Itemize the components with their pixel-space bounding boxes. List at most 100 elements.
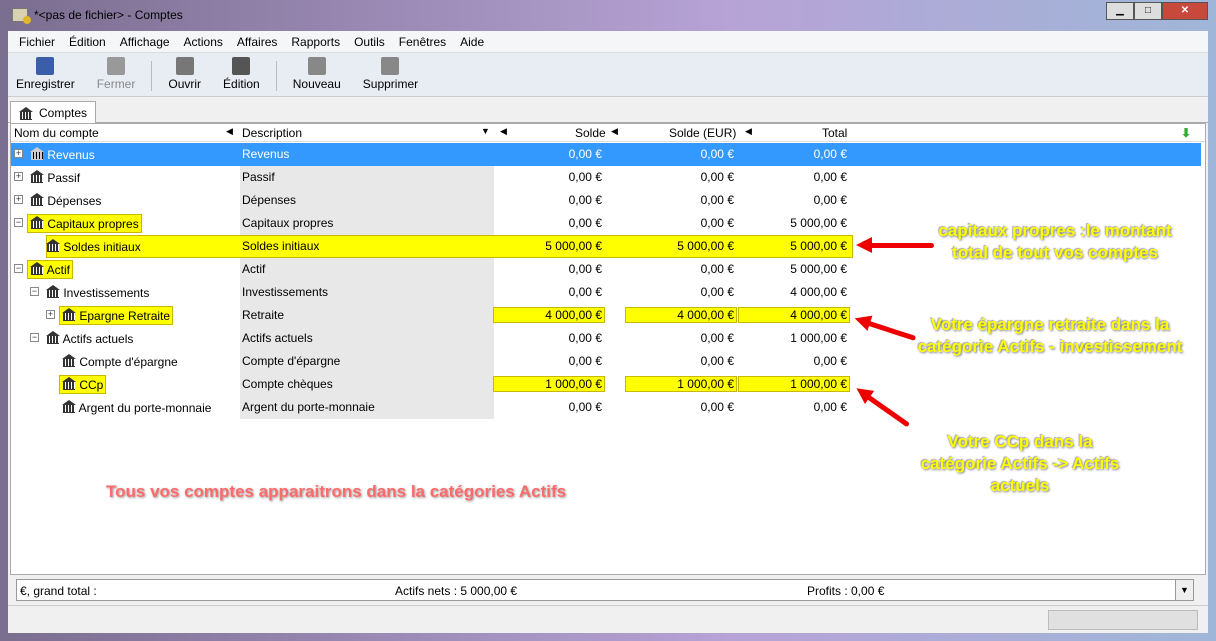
account-solde-eur: 0,00 € <box>700 193 734 207</box>
account-solde: 0,00 € <box>568 400 602 414</box>
toolbar-button-2[interactable]: Ouvrir <box>162 57 207 91</box>
account-name: Actifs actuels <box>62 332 134 346</box>
account-name: Passif <box>47 171 81 185</box>
menu-3[interactable]: Actions <box>183 34 223 49</box>
account-solde-eur: 0,00 € <box>700 400 734 414</box>
menu-0[interactable]: Fichier <box>19 34 56 49</box>
account-row[interactable]: Soldes initiaux Soldes initiaux 5 000,00 €… <box>11 235 1201 258</box>
annotation-capitaux: capitaux propres :le montant total de to… <box>938 221 1172 262</box>
account-total: 5 000,00 € <box>790 216 847 230</box>
menu-6[interactable]: Outils <box>354 34 385 49</box>
account-description: Retraite <box>242 308 285 322</box>
account-name: Dépenses <box>47 194 102 208</box>
expander-icon[interactable]: + <box>14 171 23 181</box>
account-solde-eur: 4 000,00 € <box>625 307 737 323</box>
toolbar-button-5[interactable]: Supprimer <box>357 57 424 91</box>
account-total: 1 000,00 € <box>738 376 850 392</box>
delete-account-icon <box>381 57 400 75</box>
edit-icon <box>232 57 251 75</box>
account-description: Investissements <box>242 285 329 299</box>
bank-icon <box>62 377 76 390</box>
expander-icon[interactable]: + <box>14 148 23 158</box>
close-icon <box>107 57 126 75</box>
sort-arrow-icon: ◀ <box>611 126 618 136</box>
toolbar-button-4[interactable]: Nouveau <box>287 57 347 91</box>
account-row[interactable]: − Capitaux propres Capitaux propres 0,00 €… <box>11 212 1201 235</box>
header-solde[interactable]: Solde <box>575 126 606 140</box>
close-window-button[interactable]: ✕ <box>1162 2 1208 20</box>
account-name: Investissements <box>63 286 150 300</box>
account-total: 5 000,00 € <box>790 262 847 276</box>
account-row[interactable]: + Passif Passif 0,00 € 0,00 € 0,00 € <box>11 166 1201 189</box>
account-total: 1 000,00 € <box>790 331 847 345</box>
bank-icon <box>19 107 33 120</box>
expander-icon[interactable]: − <box>14 217 23 227</box>
toolbar-button-1[interactable]: Fermer <box>91 57 142 91</box>
profits: Profits : 0,00 € <box>807 584 885 598</box>
account-row[interactable]: + Revenus Revenus 0,00 € 0,00 € 0,00 € <box>11 143 1201 166</box>
tab-comptes[interactable]: Comptes <box>10 101 97 124</box>
account-name-cell: Compte d'épargne <box>60 353 180 370</box>
account-name-cell: Investissements <box>44 284 151 301</box>
expander-icon[interactable]: + <box>14 194 23 204</box>
bank-icon <box>62 400 76 413</box>
expander-icon[interactable]: − <box>30 286 39 296</box>
dropdown-arrow-icon: ▼ <box>481 126 490 136</box>
toolbar-label: Édition <box>223 77 260 91</box>
menu-2[interactable]: Affichage <box>119 34 170 49</box>
account-row[interactable]: + Dépenses Dépenses 0,00 € 0,00 € 0,00 € <box>11 189 1201 212</box>
toolbar-label: Ouvrir <box>168 77 202 91</box>
account-name: Capitaux propres <box>47 217 139 231</box>
account-name: Soldes initiaux <box>63 240 141 254</box>
header-description[interactable]: Description <box>242 126 303 140</box>
menu-4[interactable]: Affaires <box>236 34 278 49</box>
account-name-cell: Passif <box>28 169 82 186</box>
column-selector-icon[interactable]: ⬇ <box>1181 126 1192 140</box>
account-description: Actif <box>242 262 266 276</box>
column-headers: Nom du compte ◀ Description ▼ ◀ Solde ◀ … <box>11 124 1205 142</box>
account-total: 0,00 € <box>813 354 847 368</box>
bank-icon <box>62 354 76 367</box>
account-row[interactable]: Compte d'épargne Compte d'épargne 0,00 € 0,… <box>11 350 1201 373</box>
account-name: Compte d'épargne <box>79 355 178 369</box>
account-total: 5 000,00 € <box>790 239 847 253</box>
account-description: Dépenses <box>242 193 297 207</box>
account-name-cell: Epargne Retraite <box>58 306 174 325</box>
expander-icon[interactable]: − <box>30 332 39 342</box>
bank-icon <box>46 285 60 298</box>
account-row[interactable]: + Epargne Retraite Retraite 4 000,00 € 4 00… <box>11 304 1201 327</box>
tab-label: Comptes <box>39 106 88 120</box>
currency-dropdown[interactable]: ▼ <box>1175 580 1193 600</box>
header-solde-eur[interactable]: Solde (EUR) <box>669 126 737 140</box>
account-row[interactable]: Argent du porte-monnaie Argent du porte-m… <box>11 396 1201 419</box>
header-name[interactable]: Nom du compte <box>14 126 99 140</box>
annotation-epargne: Votre épargne retraite dans la catégorie… <box>917 315 1183 356</box>
account-description: Compte d'épargne <box>242 354 341 368</box>
account-solde: 4 000,00 € <box>493 307 605 323</box>
status-bar <box>8 605 1208 633</box>
account-row[interactable]: − Actif Actif 0,00 € 0,00 € 5 000,00 € <box>11 258 1201 281</box>
accounts-tree: Nom du compte ◀ Description ▼ ◀ Solde ◀ … <box>10 123 1206 575</box>
account-total: 0,00 € <box>813 193 847 207</box>
menu-1[interactable]: Édition <box>69 34 106 49</box>
menu-5[interactable]: Rapports <box>291 34 341 49</box>
account-row[interactable]: − Investissements Investissements 0,00 € 0,… <box>11 281 1201 304</box>
toolbar-button-0[interactable]: Enregistrer <box>10 57 81 91</box>
account-row[interactable]: − Actifs actuels Actifs actuels 0,00 € 0,00… <box>11 327 1201 350</box>
maximize-button[interactable]: □ <box>1134 2 1162 20</box>
minimize-button[interactable]: ▁ <box>1106 2 1134 20</box>
toolbar-label: Fermer <box>96 77 136 91</box>
account-row[interactable]: CCp Compte chèques 1 000,00 €1 000,00 €1 0… <box>11 373 1201 396</box>
account-name: Revenus <box>47 148 95 162</box>
sort-arrow-icon: ◀ <box>500 126 507 136</box>
toolbar-button-3[interactable]: Édition <box>217 57 266 91</box>
annotation-tous: Tous vos comptes apparaitrons dans la ca… <box>106 482 567 501</box>
menu-8[interactable]: Aide <box>460 34 485 49</box>
expander-icon[interactable]: − <box>14 263 23 273</box>
account-total: 0,00 € <box>813 170 847 184</box>
header-total[interactable]: Total <box>822 126 848 140</box>
arrow-icon <box>856 237 934 253</box>
expander-icon[interactable]: + <box>46 309 55 319</box>
menu-7[interactable]: Fenêtres <box>398 34 447 49</box>
account-solde: 0,00 € <box>568 193 602 207</box>
